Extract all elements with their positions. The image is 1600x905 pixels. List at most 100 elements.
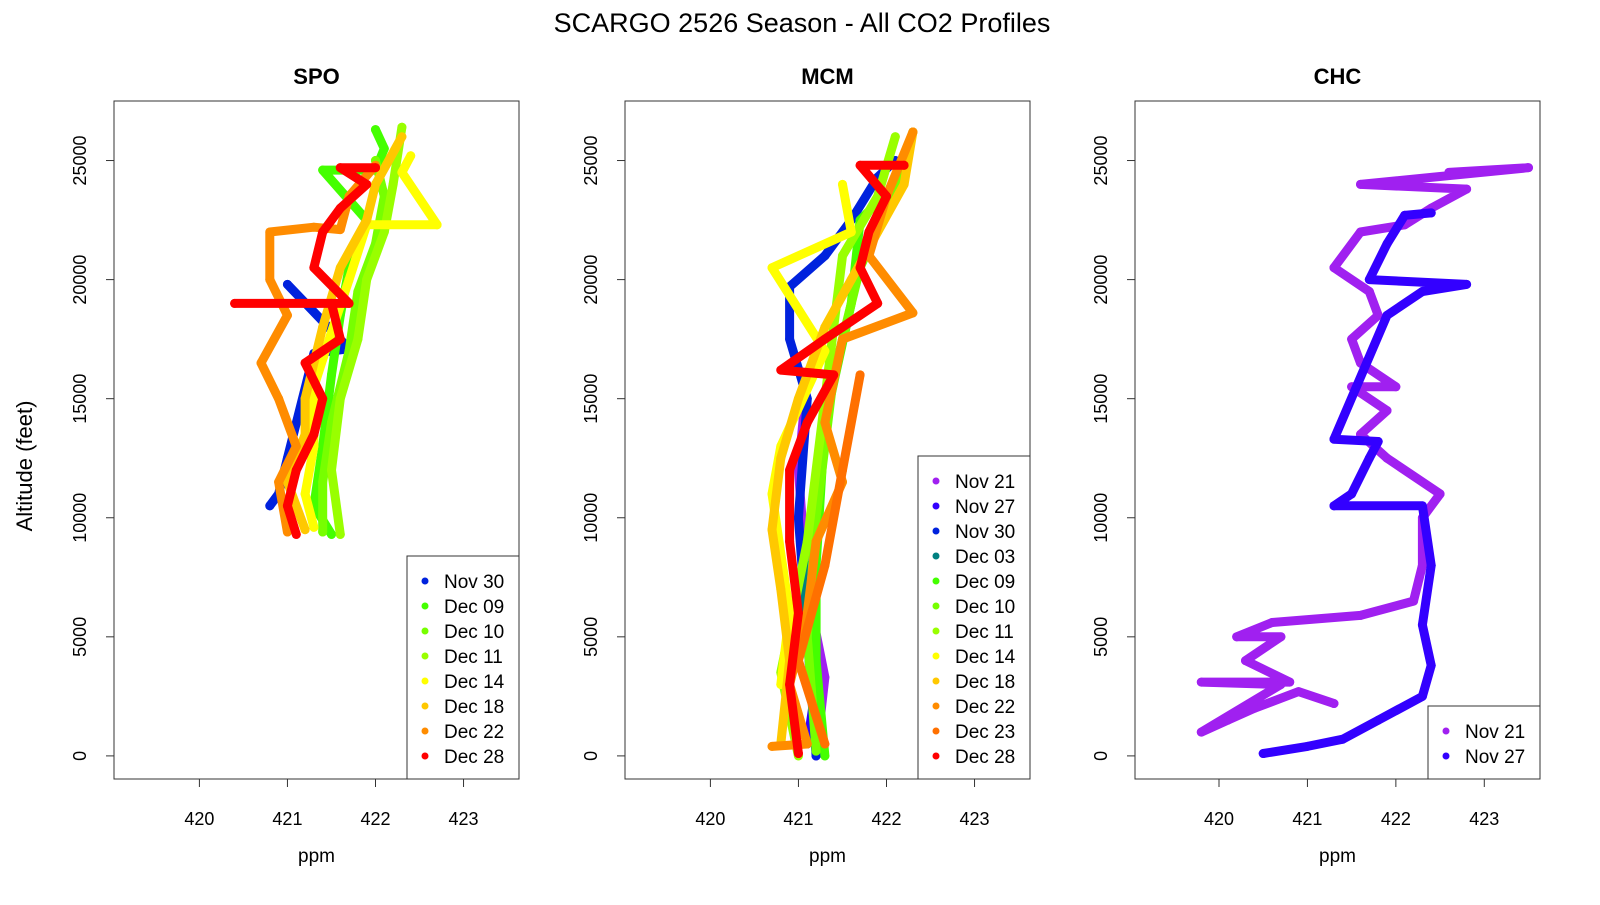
x-tick-label: 423 xyxy=(1469,809,1499,829)
data-point xyxy=(1435,489,1445,499)
data-point xyxy=(811,746,821,756)
legend-box xyxy=(406,555,520,780)
data-point xyxy=(837,465,847,475)
data-point xyxy=(388,179,398,189)
data-point xyxy=(282,310,292,320)
data-point xyxy=(1364,287,1374,297)
data-point xyxy=(820,739,830,749)
data-point xyxy=(335,394,345,404)
data-point xyxy=(318,322,328,332)
data-point xyxy=(265,501,275,511)
data-point xyxy=(370,179,380,189)
legend-label: Dec 09 xyxy=(444,597,504,618)
data-point xyxy=(820,560,830,570)
x-tick-label: 423 xyxy=(449,809,479,829)
data-point xyxy=(309,429,319,439)
data-point xyxy=(820,751,830,761)
data-point xyxy=(265,275,275,285)
legend-marker xyxy=(932,552,940,560)
data-point xyxy=(1223,715,1233,725)
data-point xyxy=(1373,310,1383,320)
data-point xyxy=(1355,610,1365,620)
data-point xyxy=(1302,741,1312,751)
x-tick-label: 422 xyxy=(871,809,901,829)
data-point xyxy=(282,279,292,289)
data-point xyxy=(1267,618,1277,628)
data-point xyxy=(837,179,847,189)
legend-label: Nov 21 xyxy=(955,472,1015,493)
legend-marker xyxy=(421,627,429,635)
legend-marker xyxy=(421,677,429,685)
data-point xyxy=(326,529,336,539)
legend-marker xyxy=(932,577,940,585)
legend-label: Dec 18 xyxy=(955,672,1015,693)
data-point xyxy=(1347,334,1357,344)
data-point xyxy=(864,227,874,237)
data-point xyxy=(802,739,812,749)
figure-title: SCARGO 2526 Season - All CO2 Profiles xyxy=(554,8,1051,38)
y-tick-label: 5000 xyxy=(1091,617,1111,657)
y-tick-label: 15000 xyxy=(581,374,601,424)
legend-label: Dec 10 xyxy=(444,622,504,643)
legend-box xyxy=(1427,705,1541,780)
data-point xyxy=(370,125,380,135)
data-point xyxy=(855,263,865,273)
legend-marker xyxy=(421,602,429,610)
data-point xyxy=(1462,184,1472,194)
data-point xyxy=(855,370,865,380)
data-point xyxy=(1196,727,1206,737)
y-tick-label: 10000 xyxy=(581,493,601,543)
legend: Nov 21 Nov 27 Nov 30 Dec 03 Dec 09 Dec 10 Dec … xyxy=(917,455,1031,780)
y-tick-label: 20000 xyxy=(581,255,601,305)
data-point xyxy=(362,275,372,285)
data-point xyxy=(908,127,918,137)
data-point xyxy=(1329,434,1339,444)
series-trace-nov-27 xyxy=(1258,208,1472,758)
x-tick-label: 420 xyxy=(184,809,214,829)
data-point xyxy=(820,322,830,332)
data-point xyxy=(785,334,795,344)
data-point xyxy=(309,522,319,532)
x-tick-label: 422 xyxy=(360,809,390,829)
data-layer xyxy=(1196,163,1534,759)
data-point xyxy=(309,263,319,273)
data-point xyxy=(379,144,389,154)
series-trace-dec-10 xyxy=(318,156,389,537)
panel-title: SPO xyxy=(293,64,339,89)
data-point xyxy=(1329,501,1339,511)
data-point xyxy=(1400,210,1410,220)
data-point xyxy=(855,160,865,170)
data-point xyxy=(335,203,345,213)
data-point xyxy=(1329,263,1339,273)
x-tick-label: 421 xyxy=(783,809,813,829)
data-point xyxy=(1355,179,1365,189)
data-point xyxy=(820,417,830,427)
legend-box xyxy=(917,455,1031,780)
data-point xyxy=(1417,501,1427,511)
data-point xyxy=(1524,163,1534,173)
data-point xyxy=(1426,560,1436,570)
data-point xyxy=(1241,656,1251,666)
data-point xyxy=(829,370,839,380)
data-point xyxy=(318,227,328,237)
data-point xyxy=(335,334,345,344)
data-point xyxy=(793,749,803,759)
legend-label: Dec 28 xyxy=(444,747,504,768)
y-tick-label: 15000 xyxy=(1091,374,1111,424)
data-point xyxy=(1426,660,1436,670)
data-point xyxy=(1373,437,1383,447)
data-point xyxy=(908,308,918,318)
data-point xyxy=(820,672,830,682)
legend-marker xyxy=(932,702,940,710)
data-point xyxy=(1417,691,1427,701)
data-point xyxy=(335,263,345,273)
data-point xyxy=(1409,596,1419,606)
x-axis-label: ppm xyxy=(298,846,335,867)
legend-label: Nov 27 xyxy=(1465,747,1525,768)
data-point xyxy=(1249,703,1259,713)
y-tick-label: 5000 xyxy=(70,617,90,657)
legend-label: Dec 11 xyxy=(955,622,1014,643)
data-point xyxy=(837,251,847,261)
data-point xyxy=(776,453,786,463)
data-point xyxy=(1462,279,1472,289)
